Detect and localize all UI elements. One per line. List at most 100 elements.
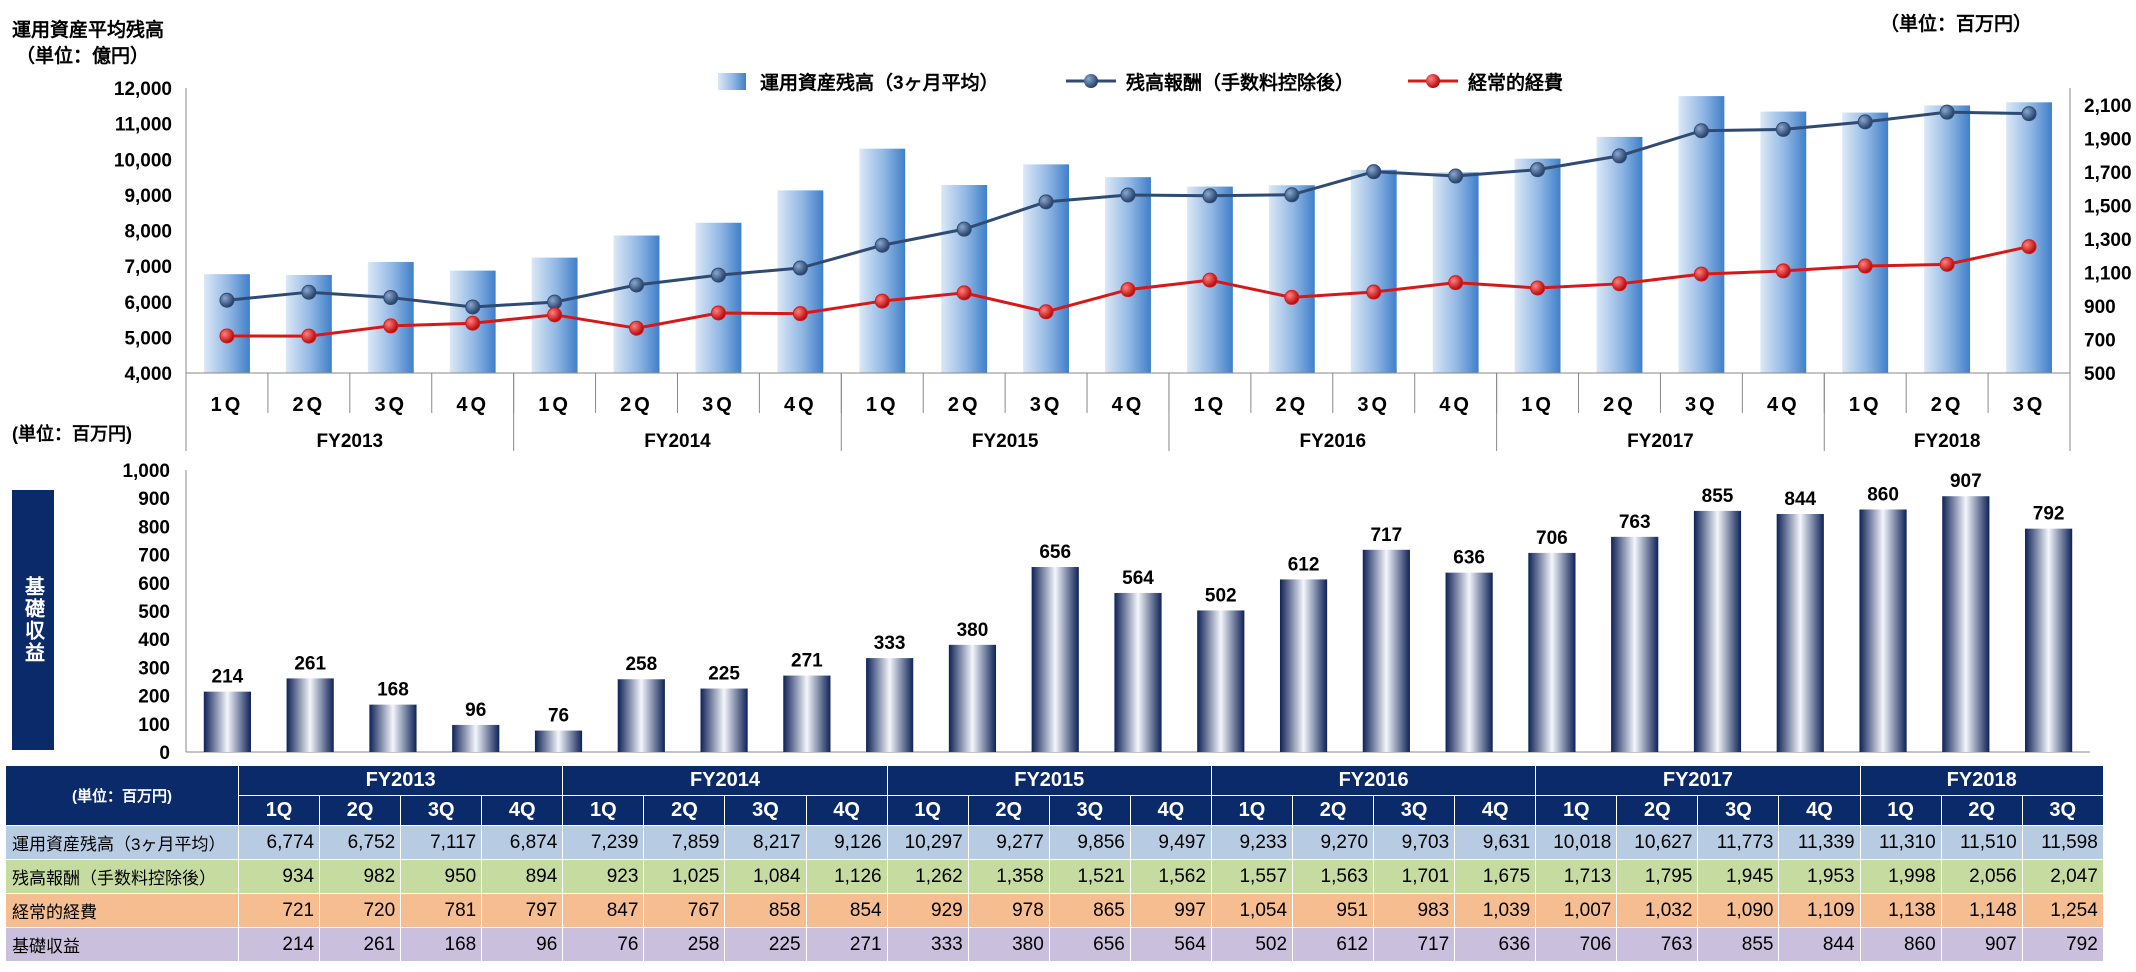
fee-point [1038, 194, 1054, 210]
table-cell: 9,270 [1292, 825, 1375, 860]
fee-point [1202, 188, 1218, 204]
expense-point [1611, 276, 1627, 292]
aum-bar [367, 261, 414, 373]
table-cell: 978 [967, 893, 1050, 928]
base-revenue-data-label: 225 [708, 664, 740, 685]
right-tick-label: 700 [2084, 330, 2116, 351]
table-row-label: 残高報酬（手数料控除後） [5, 859, 239, 894]
table-cell: 860 [1859, 927, 1942, 962]
table-cell: 8,217 [724, 825, 807, 860]
table-cell: 865 [1048, 893, 1131, 928]
base-revenue-bar [1528, 552, 1576, 752]
expense-point [874, 293, 890, 309]
aum-unit-label: 運用資産平均残高 （単位：億円） [12, 18, 164, 70]
table-cell: 767 [643, 893, 726, 928]
table-cell: 225 [724, 927, 807, 962]
left-tick-label: 6,000 [124, 293, 172, 314]
base-tick-label: 500 [138, 602, 170, 623]
quarter-label: 2Q [620, 394, 653, 416]
table-quarter-header: 1Q [237, 795, 321, 826]
expense-point [547, 307, 563, 323]
table-cell: 721 [237, 893, 321, 928]
base-tick-label: 600 [138, 574, 170, 595]
base-tick-label: 200 [138, 687, 170, 708]
quarter-label: 1Q [1849, 394, 1882, 416]
base-revenue-bar [1859, 509, 1907, 752]
fee-point [1120, 187, 1136, 203]
table-fy-header: FY2017 [1535, 765, 1861, 796]
expense-point [301, 328, 317, 344]
base-revenue-data-label: 214 [212, 667, 244, 688]
fy-label: FY2014 [644, 431, 711, 452]
table-cell: 261 [319, 927, 402, 962]
table-quarter-header: 2Q [1940, 795, 2023, 826]
base-tick-label: 100 [138, 715, 170, 736]
base-revenue-data-label: 612 [1288, 554, 1320, 575]
fee-point [1857, 114, 1873, 130]
table-cell: 1,148 [1940, 893, 2023, 928]
table-quarter-header: 2Q [967, 795, 1050, 826]
aum-bar [1432, 172, 1479, 373]
quarter-label: 2Q [1931, 394, 1964, 416]
table-cell: 763 [1616, 927, 1699, 962]
aum-bar [2006, 102, 2052, 373]
base-revenue-bar [1279, 579, 1328, 752]
expense-point [1775, 263, 1791, 279]
base-revenue-bar [1114, 592, 1162, 752]
base-tick-label: 800 [138, 517, 170, 538]
base-revenue-side-label: 基礎収益 [12, 490, 54, 750]
legend-expense-dot [1426, 74, 1440, 88]
table-cell: 855 [1697, 927, 1780, 962]
expense-point [1120, 282, 1136, 298]
table-cell: 847 [562, 893, 645, 928]
quarter-label: 1Q [1194, 394, 1227, 416]
table-row: 運用資産残高（3ヶ月平均） 6,774 6,752 7,117 6,874 7,239 7,… [5, 825, 2104, 860]
fee-point [301, 284, 317, 300]
table-cell: 10,627 [1616, 825, 1699, 860]
table-cell: 1,562 [1129, 859, 1212, 894]
base-revenue-bar [1776, 513, 1824, 752]
left-tick-label: 12,000 [114, 79, 172, 100]
base-revenue-data-label: 261 [294, 653, 326, 674]
table-row: 基礎収益 214 261 168 96 76 258 225 271 333 380 656 564 50… [5, 927, 2104, 962]
aum-bar [1842, 112, 1889, 374]
quarter-label: 2Q [293, 394, 326, 416]
table-cell: 2,056 [1940, 859, 2023, 894]
table-cell: 950 [400, 859, 483, 894]
table-quarter-header: 3Q [1697, 795, 1780, 826]
fee-point [1284, 187, 1300, 203]
left-tick-label: 8,000 [124, 222, 172, 243]
left-tick-label: 11,000 [115, 115, 172, 136]
table-cell: 1,701 [1373, 859, 1456, 894]
base-revenue-data-label: 792 [2033, 504, 2065, 525]
legend-aum-label: 運用資産残高（3ヶ月平均） [760, 71, 999, 94]
right-tick-label: 1,500 [2084, 196, 2132, 217]
expense-point [465, 315, 481, 331]
charts-canvas: 4,000 5,000 6,000 7,000 8,000 9,000 10,000 11,0… [114, 71, 2132, 764]
table-cell: 9,277 [967, 825, 1050, 860]
base-revenue-data-label: 860 [1867, 484, 1899, 505]
table-cell: 7,239 [562, 825, 645, 860]
aum-bar [859, 148, 906, 373]
quarter-label: 4Q [456, 394, 489, 416]
table-cell: 636 [1454, 927, 1537, 962]
quarter-label: 1Q [211, 394, 244, 416]
base-revenue-bar [1942, 496, 1990, 752]
base-revenue-bar [1693, 510, 1742, 752]
table-cell: 11,598 [2021, 825, 2104, 860]
base-revenue-data-label: 636 [1453, 548, 1485, 569]
base-unit-label: (単位：百万円) [12, 424, 132, 444]
right-tick-label: 1,100 [2084, 263, 2132, 284]
base-revenue-data-label: 380 [957, 620, 989, 641]
table-quarter-header: 3Q [400, 795, 483, 826]
aum-bar [1514, 158, 1561, 373]
fee-point [1939, 104, 1955, 120]
base-revenue-bar [2025, 528, 2073, 752]
table-quarter-header: 1Q [1210, 795, 1294, 826]
expense-point [219, 328, 235, 344]
base-tick-label: 1,000 [122, 461, 170, 482]
table-quarter-header-row: 1Q 2Q 3Q 4Q 1Q 2Q 3Q 4Q 1Q 2Q 3Q 4Q 1Q 2Q 3Q 4Q 1Q 2Q 3Q 4Q… [6, 795, 2104, 826]
table-quarter-header: 4Q [481, 795, 564, 826]
table-cell: 168 [400, 927, 483, 962]
table-cell: 934 [237, 859, 321, 894]
